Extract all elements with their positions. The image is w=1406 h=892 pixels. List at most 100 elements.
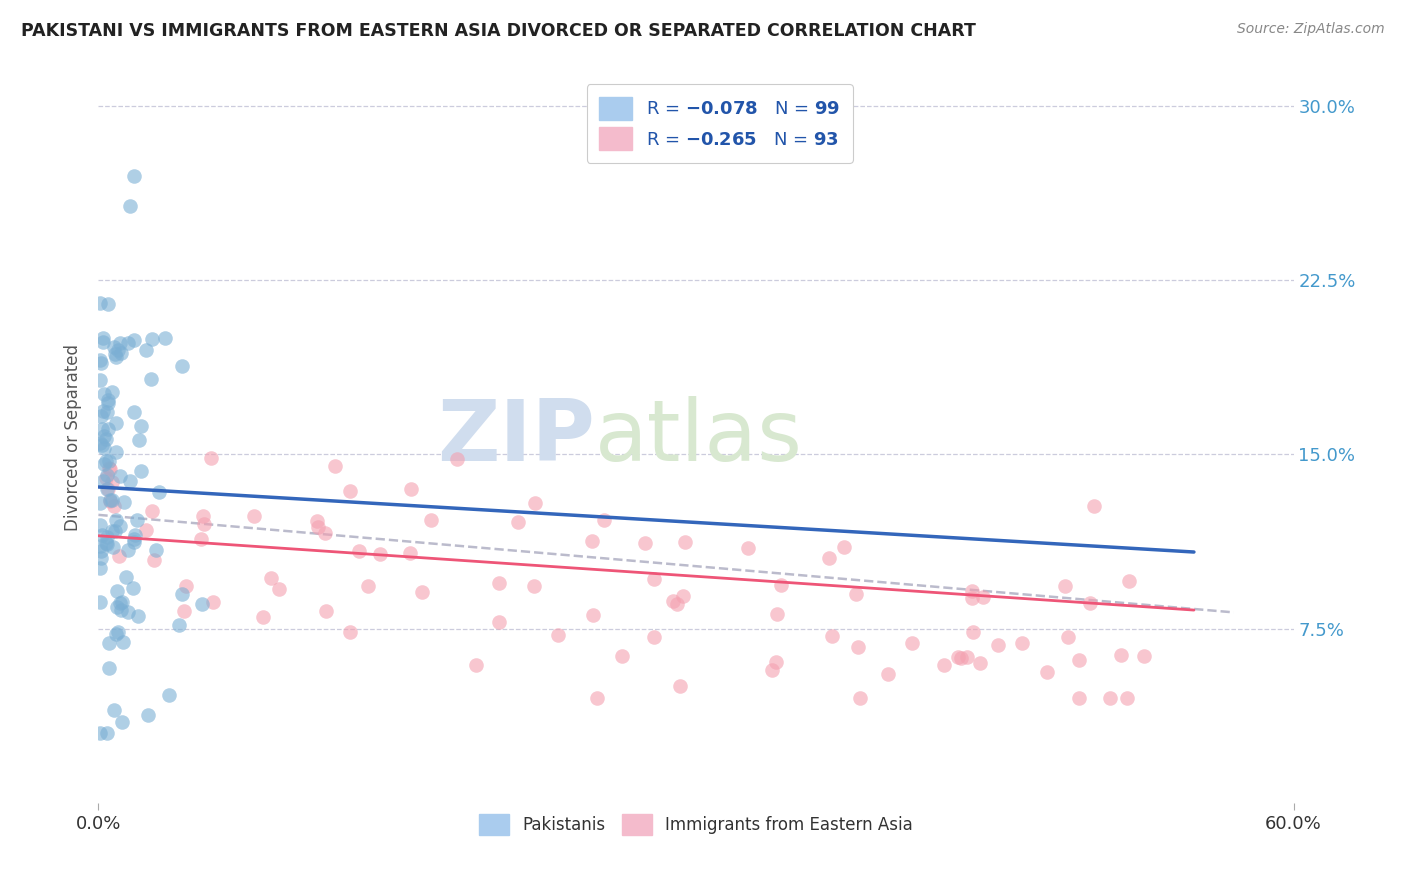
Point [243,508,266,523]
Point [91,528,114,542]
Point [1115,691,1137,706]
Point [118,474,141,488]
Point [104,513,127,527]
Point [190,532,212,546]
Point [105,444,128,458]
Point [200,451,222,466]
Point [1036,665,1059,679]
Point [98,661,121,675]
Text: Source: ZipAtlas.com: Source: ZipAtlas.com [1237,22,1385,37]
Point [105,416,128,430]
Point [315,604,337,618]
Point [96,471,118,485]
Point [105,350,128,364]
Point [1069,653,1091,667]
Point [1083,499,1105,513]
Point [956,650,979,665]
Point [127,609,149,624]
Point [93,429,115,443]
Point [98,454,121,468]
Point [610,648,633,663]
Point [446,452,468,467]
Point [110,346,132,360]
Point [97,395,120,409]
Point [1118,574,1140,589]
Point [122,535,145,549]
Point [91,474,114,488]
Point [141,504,163,518]
Point [765,655,787,669]
Point [846,640,869,654]
Point [93,458,115,472]
Point [111,714,134,729]
Point [117,543,139,558]
Point [1011,636,1033,650]
Text: PAKISTANI VS IMMIGRANTS FROM EASTERN ASIA DIVORCED OR SEPARATED CORRELATION CHAR: PAKISTANI VS IMMIGRANTS FROM EASTERN ASI… [21,22,976,40]
Point [399,482,422,496]
Point [761,663,783,677]
Point [669,679,692,693]
Point [1098,691,1121,706]
Point [582,608,605,623]
Point [105,584,128,599]
Point [193,516,215,531]
Point [110,336,132,351]
Point [260,571,283,585]
Point [98,462,121,476]
Point [252,610,274,624]
Point [1069,691,1091,706]
Point [96,536,118,550]
Point [103,499,125,513]
Point [844,586,866,600]
Point [111,635,134,649]
Point [972,590,994,604]
Point [101,540,124,554]
Point [142,553,165,567]
Point [97,392,120,407]
Point [202,595,225,609]
Point [136,707,159,722]
Point [90,544,112,558]
Point [90,409,112,423]
Point [634,536,657,550]
Point [508,515,530,529]
Point [107,343,129,357]
Point [117,335,139,350]
Point [420,512,443,526]
Point [89,435,111,450]
Point [96,726,118,740]
Point [94,454,117,468]
Point [1057,631,1080,645]
Point [93,442,115,456]
Point [849,691,872,706]
Point [104,346,127,360]
Point [103,703,125,717]
Point [643,630,665,644]
Point [581,534,603,549]
Point [398,546,420,560]
Point [141,332,163,346]
Point [101,493,124,508]
Point [960,584,983,599]
Point [89,496,111,510]
Point [832,540,855,554]
Point [98,636,121,650]
Point [90,356,112,370]
Point [547,628,569,642]
Point [91,334,114,349]
Point [172,359,194,374]
Point [108,596,131,610]
Point [673,534,696,549]
Point [101,475,124,490]
Point [170,587,193,601]
Point [98,494,122,508]
Text: ZIP: ZIP [437,395,595,479]
Point [96,432,118,446]
Point [128,433,150,447]
Point [98,492,121,507]
Point [108,549,131,564]
Point [488,615,510,630]
Point [672,590,695,604]
Point [122,532,145,546]
Point [111,594,134,608]
